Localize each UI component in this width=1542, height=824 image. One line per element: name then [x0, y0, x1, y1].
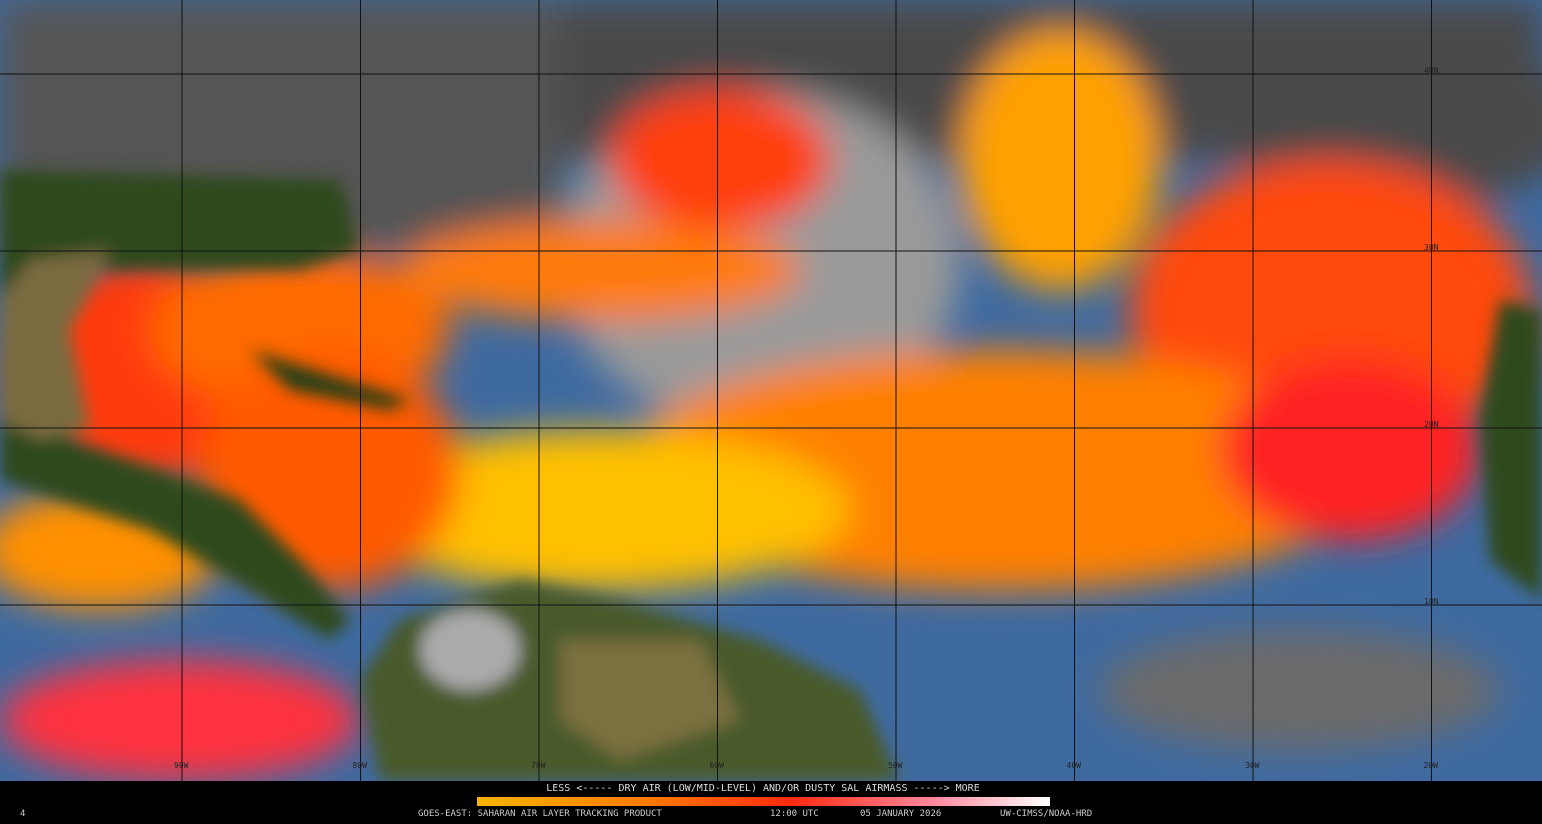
credit: UW-CIMSS/NOAA-HRD	[1000, 809, 1092, 819]
latitude-label: 10N	[1424, 597, 1439, 606]
longitude-label: 40W	[1067, 761, 1082, 770]
longitude-label: 90W	[174, 761, 189, 770]
legend-caption: LESS <----- DRY AIR (LOW/MID-LEVEL) AND/…	[546, 783, 979, 794]
colorbar	[477, 797, 1050, 806]
longitude-label: 20W	[1424, 761, 1439, 770]
frame-number: 4	[20, 809, 25, 819]
longitude-label: 50W	[888, 761, 903, 770]
longitude-label: 30W	[1245, 761, 1260, 770]
time: 12:00 UTC	[770, 809, 819, 819]
longitude-label: 80W	[353, 761, 368, 770]
product-name: GOES-EAST: SAHARAN AIR LAYER TRACKING PR…	[418, 809, 662, 819]
latitude-label: 20N	[1424, 420, 1439, 429]
graticule	[0, 0, 1542, 781]
longitude-label: 70W	[531, 761, 546, 770]
latitude-label: 30N	[1424, 243, 1439, 252]
date: 05 JANUARY 2026	[860, 809, 941, 819]
imagery	[0, 0, 1542, 781]
latitude-label: 40N	[1424, 66, 1439, 75]
longitude-label: 60W	[710, 761, 725, 770]
